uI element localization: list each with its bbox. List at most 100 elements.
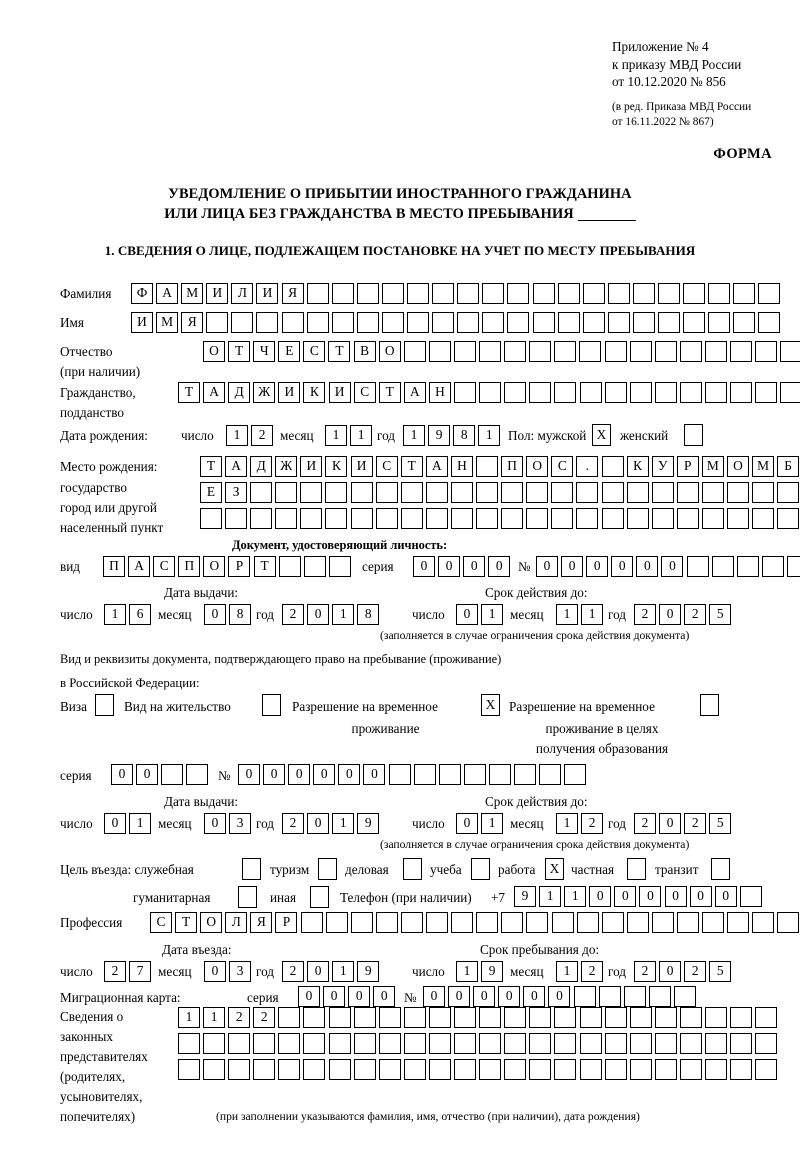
cell[interactable]: 1 bbox=[481, 604, 504, 625]
cell[interactable]: 0 bbox=[639, 886, 662, 907]
cell[interactable] bbox=[551, 482, 574, 503]
purpose-work-checkbox[interactable]: X bbox=[545, 858, 564, 880]
cell[interactable]: Т bbox=[400, 456, 423, 477]
cell[interactable] bbox=[504, 341, 527, 362]
cell[interactable] bbox=[752, 912, 775, 933]
cell[interactable] bbox=[306, 312, 329, 333]
cell[interactable] bbox=[554, 1033, 577, 1054]
cell[interactable] bbox=[228, 1033, 251, 1054]
cell[interactable]: А bbox=[425, 456, 448, 477]
cell[interactable] bbox=[679, 1007, 702, 1028]
cell[interactable]: А bbox=[203, 382, 226, 403]
cell[interactable] bbox=[604, 1007, 627, 1028]
purpose-tourism-checkbox[interactable] bbox=[318, 858, 337, 880]
sex-female-checkbox[interactable] bbox=[684, 424, 703, 446]
cell[interactable] bbox=[579, 1059, 602, 1080]
cell[interactable]: 8 bbox=[357, 604, 380, 625]
cell[interactable] bbox=[178, 1033, 200, 1054]
cell[interactable] bbox=[403, 1059, 426, 1080]
birthplace-line-3[interactable] bbox=[200, 508, 800, 529]
cell[interactable]: 1 bbox=[539, 886, 562, 907]
cell[interactable] bbox=[629, 382, 652, 403]
cell[interactable]: 1 bbox=[456, 961, 478, 982]
cell[interactable] bbox=[654, 341, 677, 362]
cell[interactable] bbox=[504, 1059, 527, 1080]
purpose-business-checkbox[interactable] bbox=[403, 858, 422, 880]
cell[interactable]: К bbox=[325, 456, 348, 477]
cell[interactable] bbox=[278, 556, 301, 577]
cell[interactable]: 1 bbox=[478, 425, 501, 446]
cell[interactable] bbox=[328, 1033, 351, 1054]
cell[interactable] bbox=[626, 508, 649, 529]
cell[interactable] bbox=[623, 986, 646, 1007]
cell[interactable]: 1 bbox=[226, 425, 248, 446]
cell[interactable] bbox=[579, 1033, 602, 1054]
cell[interactable] bbox=[704, 341, 727, 362]
cell[interactable]: 1 bbox=[556, 604, 578, 625]
cell[interactable]: 2 bbox=[684, 961, 707, 982]
cell[interactable]: 1 bbox=[104, 604, 126, 625]
residence-permit-checkbox[interactable] bbox=[262, 694, 281, 716]
cell[interactable] bbox=[752, 482, 775, 503]
cell[interactable] bbox=[557, 312, 580, 333]
cell[interactable] bbox=[729, 341, 752, 362]
cell[interactable]: 9 bbox=[514, 886, 536, 907]
cell[interactable] bbox=[629, 1059, 652, 1080]
cell[interactable] bbox=[504, 382, 527, 403]
cell[interactable] bbox=[582, 312, 605, 333]
cell[interactable] bbox=[303, 1059, 326, 1080]
cell[interactable]: 6 bbox=[129, 604, 152, 625]
cell[interactable]: Р bbox=[228, 556, 251, 577]
cell[interactable] bbox=[554, 1059, 577, 1080]
cell[interactable]: 0 bbox=[438, 556, 461, 577]
cell[interactable] bbox=[463, 764, 486, 785]
cell[interactable]: К bbox=[303, 382, 326, 403]
cell[interactable] bbox=[253, 1033, 276, 1054]
cell[interactable] bbox=[733, 283, 756, 304]
cell[interactable] bbox=[676, 912, 699, 933]
cell[interactable] bbox=[356, 283, 379, 304]
cell[interactable] bbox=[256, 312, 279, 333]
cell[interactable] bbox=[454, 382, 477, 403]
cell[interactable]: 7 bbox=[129, 961, 152, 982]
cell[interactable]: 0 bbox=[307, 813, 330, 834]
cell[interactable] bbox=[755, 1007, 778, 1028]
cell[interactable]: У bbox=[651, 456, 674, 477]
cell[interactable]: 2 bbox=[282, 813, 304, 834]
temp-edu-checkbox[interactable] bbox=[700, 694, 719, 716]
cell[interactable] bbox=[579, 1007, 602, 1028]
cell[interactable]: О bbox=[200, 912, 223, 933]
cell[interactable] bbox=[281, 312, 304, 333]
cell[interactable] bbox=[529, 1007, 552, 1028]
cell[interactable]: 9 bbox=[481, 961, 504, 982]
cell[interactable] bbox=[676, 508, 699, 529]
cell[interactable]: С bbox=[353, 382, 376, 403]
cell[interactable] bbox=[532, 312, 555, 333]
cell[interactable] bbox=[704, 1059, 727, 1080]
cell[interactable]: 0 bbox=[614, 886, 637, 907]
cell[interactable] bbox=[325, 508, 348, 529]
cell[interactable]: 2 bbox=[634, 961, 656, 982]
cell[interactable] bbox=[353, 1059, 376, 1080]
cell[interactable]: 1 bbox=[129, 813, 152, 834]
cell[interactable] bbox=[356, 312, 379, 333]
cell[interactable] bbox=[752, 508, 775, 529]
cell[interactable] bbox=[582, 283, 605, 304]
cell[interactable] bbox=[626, 912, 649, 933]
cell[interactable] bbox=[178, 1059, 200, 1080]
cell[interactable]: 8 bbox=[229, 604, 252, 625]
cell[interactable] bbox=[457, 312, 480, 333]
cell[interactable] bbox=[551, 508, 574, 529]
cell[interactable] bbox=[551, 912, 574, 933]
cell[interactable] bbox=[482, 312, 505, 333]
cell[interactable] bbox=[529, 1033, 552, 1054]
cell[interactable] bbox=[604, 341, 627, 362]
